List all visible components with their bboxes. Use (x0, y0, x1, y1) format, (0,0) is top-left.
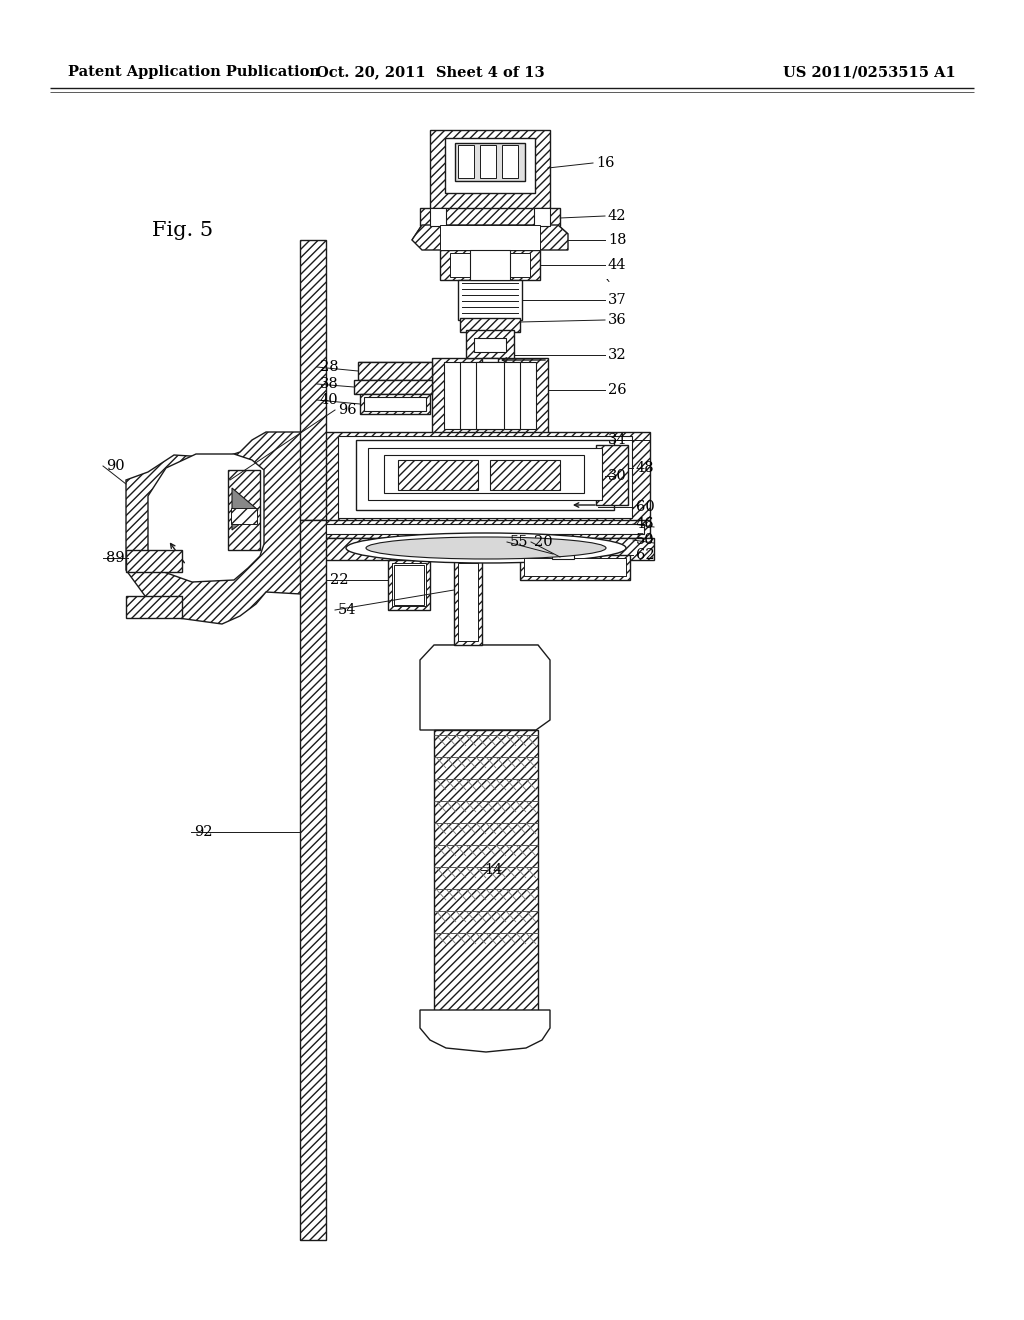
Text: 30: 30 (608, 469, 627, 483)
Polygon shape (126, 432, 319, 624)
Bar (490, 459, 560, 490)
Bar (231, 508, 257, 524)
Text: 34: 34 (608, 433, 627, 447)
Bar (480, 145, 496, 178)
Polygon shape (148, 454, 264, 582)
Bar (440, 249, 540, 280)
Bar (430, 209, 446, 226)
Text: `: ` (605, 280, 612, 294)
Text: Patent Application Publication: Patent Application Publication (68, 65, 319, 79)
Text: 28: 28 (319, 360, 339, 374)
Text: 32: 32 (608, 348, 627, 362)
Text: 55: 55 (510, 535, 528, 549)
Bar (326, 524, 644, 535)
Text: 54: 54 (338, 603, 356, 616)
Bar (126, 597, 182, 618)
Text: 36: 36 (608, 313, 627, 327)
Bar (368, 447, 602, 500)
Text: 48: 48 (636, 461, 654, 475)
Text: 14: 14 (484, 863, 503, 876)
Bar (360, 393, 430, 414)
Text: 37: 37 (608, 293, 627, 308)
Bar (358, 362, 432, 380)
Bar (552, 550, 574, 558)
Bar (434, 645, 538, 696)
Bar (460, 362, 520, 429)
Bar (482, 358, 498, 393)
Polygon shape (232, 488, 258, 531)
Text: Fig. 5: Fig. 5 (152, 220, 213, 239)
Text: 22: 22 (330, 573, 348, 587)
Text: 50: 50 (636, 533, 654, 546)
Text: 96: 96 (338, 403, 356, 417)
Bar (596, 445, 628, 506)
Bar (434, 730, 538, 1020)
Bar (445, 139, 535, 193)
Text: 26: 26 (608, 383, 627, 397)
Bar (316, 539, 654, 560)
Bar (398, 459, 478, 490)
Bar (460, 318, 520, 333)
Bar (388, 560, 430, 610)
Bar (455, 143, 525, 181)
Text: 20: 20 (534, 535, 553, 549)
Bar (394, 565, 424, 605)
Bar (432, 358, 548, 433)
Ellipse shape (346, 533, 626, 564)
Polygon shape (420, 645, 550, 730)
Bar (319, 520, 650, 539)
Bar (300, 240, 326, 520)
Polygon shape (412, 224, 568, 249)
Text: 60: 60 (636, 500, 654, 513)
Bar (444, 362, 536, 429)
Bar (520, 554, 630, 579)
Bar (458, 280, 522, 319)
Ellipse shape (366, 537, 606, 558)
Bar (524, 558, 626, 576)
Polygon shape (420, 1010, 550, 1052)
Text: 42: 42 (608, 209, 627, 223)
Text: 44: 44 (608, 257, 627, 272)
Bar (356, 440, 614, 510)
Bar (454, 560, 482, 645)
Bar (319, 432, 650, 521)
Bar (458, 145, 474, 178)
Text: 46: 46 (636, 517, 654, 531)
Bar (384, 455, 584, 492)
Bar (450, 253, 530, 277)
Text: Oct. 20, 2011  Sheet 4 of 13: Oct. 20, 2011 Sheet 4 of 13 (315, 65, 545, 79)
Bar (474, 338, 506, 352)
Bar (392, 564, 426, 606)
Bar (476, 362, 504, 429)
Text: 38: 38 (319, 378, 339, 391)
Bar (440, 224, 540, 249)
Bar (502, 145, 518, 178)
Bar (534, 209, 550, 226)
Bar (364, 397, 426, 411)
Text: 89: 89 (106, 550, 125, 565)
Text: 92: 92 (194, 825, 213, 840)
Bar (300, 520, 326, 1239)
Text: 18: 18 (608, 234, 627, 247)
Text: 90: 90 (106, 459, 125, 473)
Bar (338, 436, 632, 517)
Bar (354, 380, 432, 393)
Bar (466, 330, 514, 358)
Bar (228, 470, 260, 550)
Text: US 2011/0253515 A1: US 2011/0253515 A1 (783, 65, 956, 79)
Bar (458, 564, 478, 642)
Text: 40: 40 (319, 393, 339, 407)
Text: 16: 16 (596, 156, 614, 170)
Bar (126, 550, 182, 572)
Text: 62: 62 (636, 548, 654, 562)
Bar (430, 129, 550, 210)
Bar (420, 209, 560, 226)
Bar (470, 249, 510, 280)
